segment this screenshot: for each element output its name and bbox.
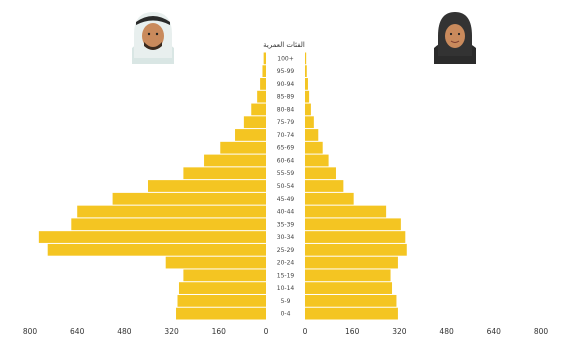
bar-left-90-94 [260,78,266,90]
bar-right-45-49 [305,192,354,205]
age-label-55-59: 55-59 [277,170,295,177]
bar-left-25-29 [47,243,267,256]
bar-left-15-19 [183,269,266,282]
bar-right-65-69 [305,141,323,154]
bar-left-50-54 [148,180,266,192]
bar-right-70-74 [305,129,319,141]
bar-left-100+ [263,52,266,65]
age-label-5-9: 5-9 [281,298,291,305]
x-tick-right-160: 160 [345,327,360,336]
bar-right-95-99 [305,65,307,78]
bar-left-10-14 [178,282,266,294]
age-label-65-69: 65-69 [277,145,295,152]
x-tick-right-640: 640 [487,327,502,336]
bar-right-90-94 [305,78,308,90]
age-label-80-84: 80-84 [277,106,295,113]
bar-right-85-89 [305,90,310,103]
bar-right-10-14 [305,282,393,294]
x-tick-right-0: 0 [303,327,308,336]
left-series-bars [38,52,267,320]
bar-right-100+ [305,52,307,65]
bar-right-80-84 [305,103,311,116]
bar-left-35-39 [71,218,266,231]
left-x-axis-ticks: 800 640 480 320 160 0 [23,327,269,336]
age-label-50-54: 50-54 [277,183,295,190]
bar-left-70-74 [235,129,266,141]
age-label-10-14: 10-14 [277,285,295,292]
age-label-20-24: 20-24 [277,260,295,267]
age-label-85-89: 85-89 [277,94,295,101]
bar-right-5-9 [305,294,397,307]
bar-right-50-54 [305,180,344,192]
bar-right-40-44 [305,205,387,218]
age-label-15-19: 15-19 [277,272,295,279]
bar-left-85-89 [257,90,266,103]
age-label-90-94: 90-94 [277,81,295,88]
age-label-30-34: 30-34 [277,234,295,241]
age-label-0-4: 0-4 [281,311,291,318]
bar-left-95-99 [262,65,266,78]
bar-left-5-9 [177,294,266,307]
bar-left-60-64 [204,154,266,167]
age-label-95-99: 95-99 [277,68,295,75]
bar-right-0-4 [305,307,398,320]
bar-right-25-29 [305,243,407,256]
x-tick-right-800: 800 [534,327,549,336]
x-tick-left-480: 480 [117,327,132,336]
age-label-75-79: 75-79 [277,119,295,126]
x-tick-left-800: 800 [23,327,38,336]
age-label-100+: 100+ [277,55,293,62]
bar-right-55-59 [305,167,336,180]
age-label-45-49: 45-49 [277,196,295,203]
x-tick-left-320: 320 [164,327,179,336]
age-label-35-39: 35-39 [277,221,295,228]
x-tick-right-480: 480 [439,327,454,336]
bar-right-60-64 [305,154,329,167]
bar-left-0-4 [176,307,266,320]
age-label-60-64: 60-64 [277,157,295,164]
bar-right-35-39 [305,218,401,231]
right-series-bars [305,52,407,320]
x-tick-left-160: 160 [212,327,227,336]
bar-left-55-59 [183,167,266,180]
x-tick-left-0: 0 [264,327,269,336]
bar-right-20-24 [305,256,398,269]
bar-right-15-19 [305,269,391,282]
bar-left-45-49 [112,192,266,205]
x-tick-right-320: 320 [392,327,407,336]
man-in-ghutra-avatar-icon [126,8,180,64]
x-tick-left-640: 640 [70,327,85,336]
bar-left-65-69 [220,141,266,154]
right-x-axis-ticks: 0 160 320 480 640 800 [303,327,549,336]
bar-right-75-79 [305,116,314,129]
bar-right-30-34 [305,231,406,243]
bar-left-30-34 [38,231,266,243]
age-group-labels: 0-4 5-9 10-14 15-19 20-24 25-29 30-34 35-39 40-4… [277,55,295,317]
bar-left-80-84 [251,103,266,116]
bar-left-40-44 [77,205,266,218]
bar-left-20-24 [165,256,266,269]
woman-in-hijab-avatar-icon [434,12,476,64]
age-label-70-74: 70-74 [277,132,295,139]
bar-left-75-79 [243,116,266,129]
age-label-40-44: 40-44 [277,209,295,216]
age-groups-axis-title: الفئات العمرية [263,41,305,49]
age-label-25-29: 25-29 [277,247,295,254]
